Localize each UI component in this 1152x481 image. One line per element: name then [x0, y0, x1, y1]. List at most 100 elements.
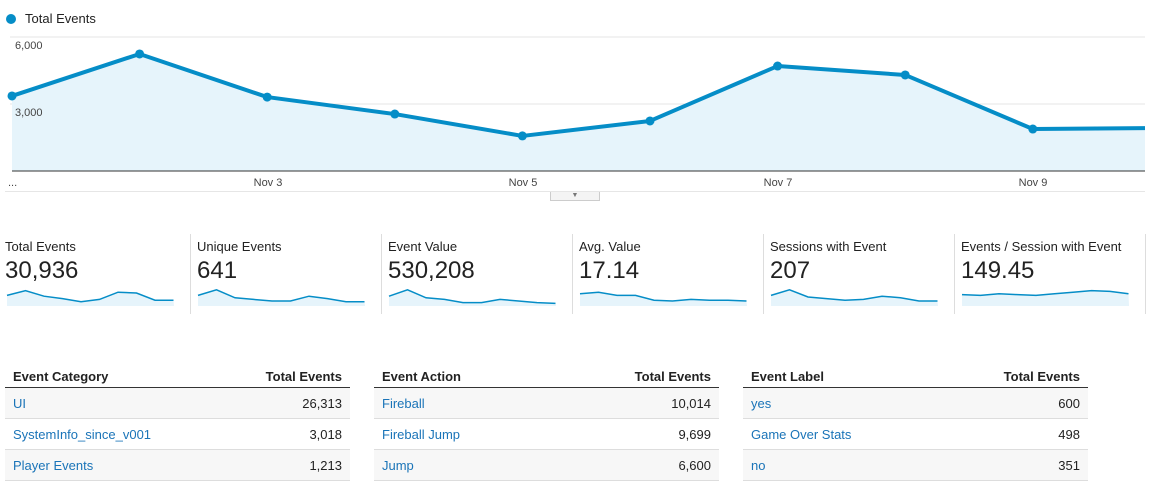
column-header[interactable]: Total Events [220, 366, 350, 388]
table-row: Jump 6,600 [374, 449, 719, 481]
metric-label: Unique Events [197, 239, 282, 254]
series-line [11, 51, 1146, 138]
data-point[interactable] [262, 92, 272, 102]
metric-4[interactable]: Sessions with Event 207 [764, 234, 955, 314]
column-header[interactable]: Event Label [743, 366, 936, 388]
data-point[interactable] [135, 49, 145, 59]
report-tables: Event Category Total Events UI 26,313 System… [5, 366, 1088, 481]
column-header[interactable]: Event Category [5, 366, 221, 388]
sparkline [961, 289, 1129, 306]
sparkline [388, 288, 556, 306]
sparkline [197, 289, 365, 306]
sparkline-area [962, 290, 1129, 306]
series-dot-icon [6, 13, 16, 24]
area-fill [12, 53, 1145, 171]
column-header[interactable]: Event Action [374, 366, 549, 388]
data-point[interactable] [1028, 124, 1038, 134]
metric-label: Sessions with Event [770, 239, 887, 254]
metric-value: 30,936 [5, 257, 79, 284]
table-row: Player Events 1,213 [5, 449, 350, 481]
x-tick-label: Nov 5 [509, 177, 538, 189]
dimension-link[interactable]: yes [751, 395, 772, 411]
sparkline-line [6, 289, 174, 303]
metric-value: 207 [770, 257, 811, 284]
cell-value: 9,699 [548, 418, 719, 450]
table-row: Fireball 10,014 [374, 387, 719, 419]
metric-value: 17.14 [579, 257, 640, 284]
metric-label: Avg. Value [579, 239, 641, 254]
x-tick-label: Nov 3 [254, 177, 283, 189]
sparkline-line [579, 291, 747, 302]
x-tick-label: Nov 9 [1019, 177, 1048, 189]
table-header: Event Category Total Events [5, 366, 350, 388]
metric-5[interactable]: Events / Session with Event 149.45 [955, 234, 1146, 314]
cell-value: 351 [935, 449, 1088, 481]
x-tick-label: Nov 7 [764, 177, 793, 189]
report-table-2: Event Label Total Events yes 600 Game Over S… [743, 366, 1088, 481]
dimension-link[interactable]: no [751, 457, 766, 473]
dimension-link[interactable]: UI [13, 395, 26, 411]
metric-label: Events / Session with Event [961, 239, 1122, 254]
dimension-link[interactable]: Game Over Stats [751, 426, 852, 442]
data-point[interactable] [773, 61, 783, 71]
dimension-link[interactable]: Fireball Jump [382, 426, 461, 442]
sparkline-line [770, 289, 938, 302]
data-point[interactable] [390, 109, 400, 119]
cell-value: 498 [935, 418, 1088, 450]
data-point[interactable] [517, 131, 527, 141]
metric-value: 641 [197, 257, 238, 284]
metric-value: 149.45 [961, 257, 1035, 284]
sparkline-area [389, 289, 556, 306]
column-header[interactable]: Total Events [935, 366, 1088, 388]
table-header: Event Label Total Events [743, 366, 1088, 388]
data-point[interactable] [900, 70, 910, 80]
y-tick-label: 3,000 [15, 107, 43, 119]
data-point[interactable] [645, 116, 655, 126]
report-table-1: Event Action Total Events Fireball 10,014 Fi… [374, 366, 719, 481]
metric-label: Total Events [5, 239, 76, 254]
data-point[interactable] [7, 91, 17, 101]
dimension-link[interactable]: Player Events [13, 457, 94, 473]
x-tick-label: ... [8, 177, 17, 189]
sparkline-area [771, 289, 938, 306]
cell-value: 26,313 [220, 387, 350, 419]
table-row: Game Over Stats 498 [743, 418, 1088, 450]
table-header: Event Action Total Events [374, 366, 719, 388]
dimension-link[interactable]: SystemInfo_since_v001 [13, 426, 152, 442]
sparkline-area [198, 289, 365, 306]
metric-1[interactable]: Unique Events 641 [191, 234, 382, 314]
sparkline-area [7, 290, 174, 306]
y-tick-label: 6,000 [15, 40, 43, 52]
sparkline-area [580, 292, 747, 306]
metric-2[interactable]: Event Value 530,208 [382, 234, 573, 314]
cell-value: 600 [935, 387, 1088, 419]
table-row: no 351 [743, 449, 1088, 481]
cell-value: 6,600 [548, 449, 719, 481]
column-header[interactable]: Total Events [548, 366, 719, 388]
sparkline [770, 289, 938, 306]
legend-label: Total Events [25, 11, 96, 26]
metric-value: 530,208 [388, 257, 475, 284]
cell-value: 3,018 [220, 418, 350, 450]
sparkline [6, 289, 174, 306]
metric-summary: Total Events 30,936 Unique Events 641 Event … [0, 234, 1146, 314]
report-table-0: Event Category Total Events UI 26,313 System… [5, 366, 350, 481]
cell-value: 10,014 [548, 387, 719, 419]
collapse-chart-button[interactable]: ▼ [550, 192, 600, 201]
sparkline-line [961, 289, 1129, 297]
chart-legend[interactable]: Total Events [6, 11, 96, 26]
metric-label: Event Value [388, 239, 458, 254]
total-events-chart: 6,000 3,000... Nov 3 Nov 5 Nov 7 Nov 9 [5, 36, 1146, 192]
metric-3[interactable]: Avg. Value 17.14 [573, 234, 764, 314]
table-row: UI 26,313 [5, 387, 350, 419]
dimension-link[interactable]: Fireball [382, 395, 425, 411]
metric-0[interactable]: Total Events 30,936 [0, 234, 191, 314]
sparkline-line [197, 289, 365, 303]
cell-value: 1,213 [220, 449, 350, 481]
dimension-link[interactable]: Jump [382, 457, 414, 473]
table-row: yes 600 [743, 387, 1088, 419]
table-row: SystemInfo_since_v001 3,018 [5, 418, 350, 450]
table-row: Fireball Jump 9,699 [374, 418, 719, 450]
sparkline [579, 291, 747, 306]
sparkline-line [388, 288, 556, 305]
